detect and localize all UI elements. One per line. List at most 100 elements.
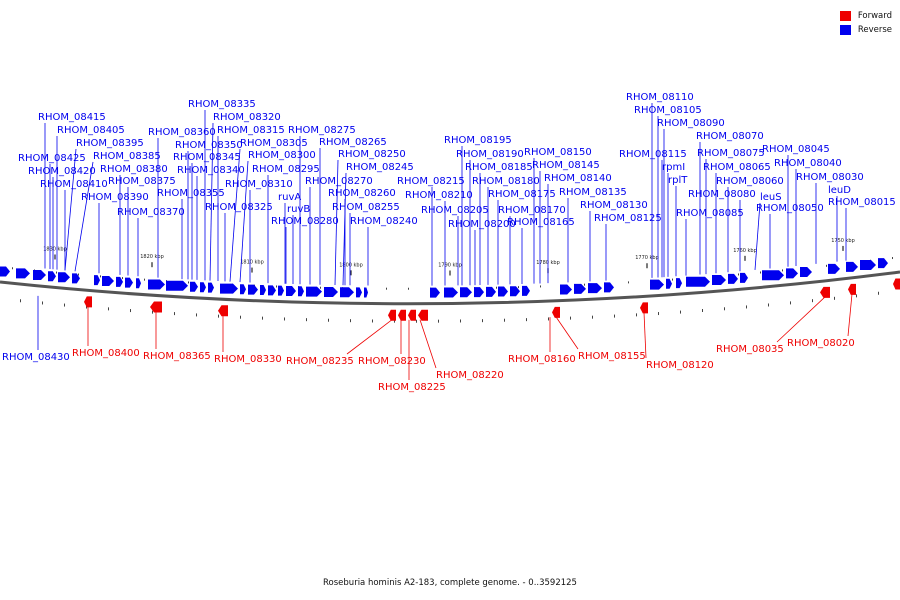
label-leader-line bbox=[239, 160, 249, 283]
reverse-gene-label: RHOM_08015 bbox=[828, 197, 896, 208]
minor-tick bbox=[42, 301, 43, 305]
minor-tick bbox=[496, 286, 497, 289]
forward-gene-arrow bbox=[848, 283, 856, 295]
forward-gene-arrow bbox=[418, 309, 428, 321]
minor-tick bbox=[284, 317, 285, 321]
minor-tick bbox=[86, 305, 87, 309]
reverse-gene-label: RHOM_08180 bbox=[472, 176, 540, 187]
minor-tick bbox=[386, 287, 387, 290]
forward-gene-label: RHOM_08400 bbox=[72, 348, 140, 359]
reverse-gene-arrow bbox=[498, 286, 508, 297]
label-leader-line bbox=[209, 122, 214, 281]
reverse-gene-label: RHOM_08395 bbox=[76, 138, 144, 149]
minor-tick bbox=[56, 271, 57, 274]
reverse-gene-arrow bbox=[166, 280, 188, 291]
forward-gene-label: RHOM_08235 bbox=[286, 356, 354, 367]
label-leader-line bbox=[334, 159, 339, 286]
reverse-gene-label: RHOM_08430 bbox=[2, 352, 70, 363]
reverse-gene-label: rpmI bbox=[662, 162, 685, 173]
minor-tick bbox=[196, 313, 197, 317]
reverse-gene-arrow bbox=[248, 284, 258, 295]
reverse-gene-arrow bbox=[190, 281, 198, 292]
reverse-gene-arrow bbox=[574, 283, 586, 294]
minor-tick bbox=[174, 312, 175, 316]
forward-gene-arrow bbox=[150, 301, 162, 313]
reverse-gene-label: RHOM_08345 bbox=[173, 152, 241, 163]
reverse-gene-label: RHOM_08315 bbox=[217, 125, 285, 136]
reverse-gene-label: rplT bbox=[668, 175, 688, 186]
scale-tick-label: 1760 kbp bbox=[733, 248, 757, 254]
minor-tick bbox=[144, 278, 145, 281]
reverse-gene-label: RHOM_08380 bbox=[100, 164, 168, 175]
scale-tick-label: 1830 kbp bbox=[43, 246, 67, 252]
reverse-gene-arrow bbox=[666, 278, 672, 289]
forward-gene-label: RHOM_08155 bbox=[578, 351, 646, 362]
minor-tick bbox=[438, 319, 439, 323]
label-leader-line bbox=[643, 312, 647, 359]
forward-gene-label: RHOM_08160 bbox=[508, 354, 576, 365]
minor-tick bbox=[746, 305, 747, 309]
reverse-gene-label: RHOM_08175 bbox=[488, 189, 556, 200]
forward-gene-label: RHOM_08225 bbox=[378, 382, 446, 393]
forward-gene-label: RHOM_08020 bbox=[787, 338, 855, 349]
label-leader-line bbox=[847, 293, 853, 337]
reverse-gene-arrow bbox=[220, 283, 238, 294]
minor-tick bbox=[12, 267, 13, 270]
reverse-gene-label: RHOM_08190 bbox=[456, 149, 524, 160]
minor-tick bbox=[526, 318, 527, 322]
legend-item-forward: Forward bbox=[839, 9, 892, 23]
minor-tick bbox=[878, 291, 879, 295]
forward-gene-label: RHOM_08220 bbox=[436, 370, 504, 381]
reverse-gene-arrow bbox=[148, 279, 165, 290]
reverse-gene-arrow bbox=[240, 284, 246, 295]
minor-tick bbox=[856, 294, 857, 298]
reverse-gene-arrow bbox=[102, 275, 114, 286]
minor-tick bbox=[240, 315, 241, 319]
reverse-gene-arrow bbox=[800, 266, 812, 277]
reverse-gene-arrow bbox=[686, 276, 710, 287]
label-leader-line bbox=[419, 319, 437, 369]
legend-label-forward: Forward bbox=[857, 11, 892, 21]
minor-tick bbox=[78, 273, 79, 276]
reverse-gene-label: RHOM_08425 bbox=[18, 153, 86, 164]
minor-tick bbox=[394, 319, 395, 323]
reverse-gene-arrow bbox=[340, 287, 354, 298]
minor-tick bbox=[782, 269, 783, 272]
minor-tick bbox=[584, 283, 585, 286]
label-leader-line bbox=[229, 148, 241, 282]
legend: Forward Reverse bbox=[839, 9, 892, 37]
minor-tick bbox=[306, 318, 307, 322]
legend-item-reverse: Reverse bbox=[839, 23, 892, 37]
reverse-gene-label: RHOM_08110 bbox=[626, 92, 694, 103]
minor-tick bbox=[760, 271, 761, 274]
reverse-gene-label: RHOM_08280 bbox=[271, 216, 339, 227]
reverse-gene-arrow bbox=[306, 286, 322, 297]
forward-gene-arrow bbox=[388, 309, 396, 321]
forward-gene-arrow bbox=[408, 309, 416, 321]
reverse-gene-label: RHOM_08325 bbox=[205, 202, 273, 213]
legend-label-reverse: Reverse bbox=[857, 25, 892, 35]
reverse-gene-arrow bbox=[48, 271, 56, 282]
minor-tick bbox=[680, 310, 681, 314]
reverse-gene-arrow bbox=[712, 275, 726, 286]
forward-gene-label: RHOM_08330 bbox=[214, 354, 282, 365]
minor-tick bbox=[262, 316, 263, 320]
reverse-gene-label: RHOM_08355 bbox=[157, 188, 225, 199]
reverse-gene-arrow bbox=[278, 285, 284, 296]
reverse-gene-arrow bbox=[430, 287, 440, 298]
reverse-gene-label: ruvB bbox=[287, 204, 310, 215]
reverse-gene-label: RHOM_08170 bbox=[498, 205, 566, 216]
minor-tick bbox=[20, 299, 21, 303]
reverse-gene-arrow bbox=[16, 268, 30, 279]
forward-gene-label: RHOM_08365 bbox=[143, 351, 211, 362]
reverse-gene-label: RHOM_08105 bbox=[634, 105, 702, 116]
reverse-gene-label: RHOM_08195 bbox=[444, 135, 512, 146]
reverse-gene-label: RHOM_08335 bbox=[188, 99, 256, 110]
reverse-gene-label: RHOM_08065 bbox=[703, 162, 771, 173]
forward-gene-label: RHOM_08230 bbox=[358, 356, 426, 367]
reverse-gene-label: RHOM_08070 bbox=[696, 131, 764, 142]
scale-tick-label: 1800 kbp bbox=[339, 262, 363, 268]
reverse-gene-label: RHOM_08060 bbox=[716, 176, 784, 187]
forward-gene-label: RHOM_08035 bbox=[716, 344, 784, 355]
label-leader-line bbox=[754, 202, 761, 270]
